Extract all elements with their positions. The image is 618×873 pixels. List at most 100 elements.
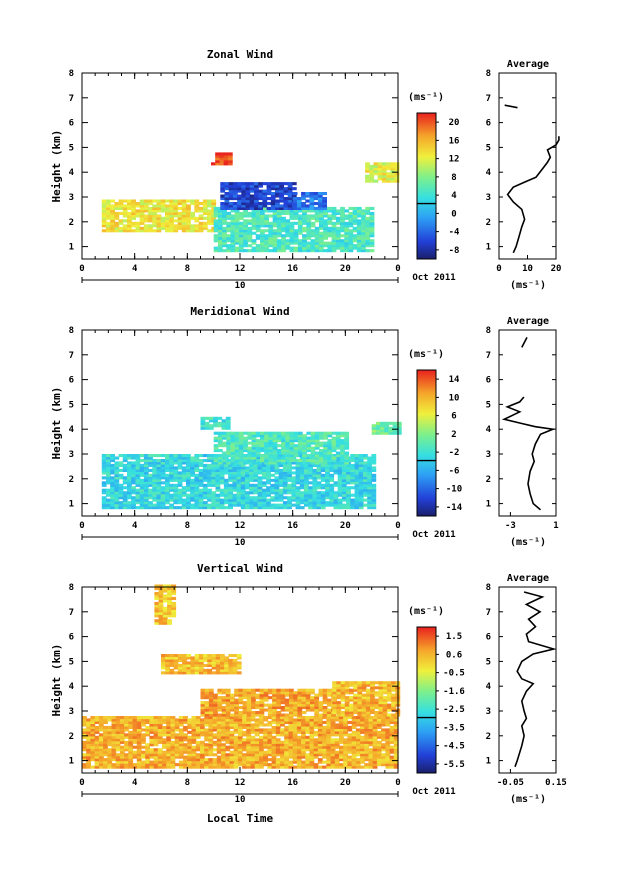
heatmap-cell xyxy=(246,733,252,737)
heatmap-cell xyxy=(240,488,246,492)
heatmap-cell xyxy=(132,718,138,722)
heatmap-cell xyxy=(224,199,230,203)
heatmap-cell xyxy=(319,249,324,253)
heatmap-cell xyxy=(344,249,350,253)
heatmap-cell xyxy=(355,738,361,742)
heatmap-cell xyxy=(371,496,377,500)
heatmap-cell xyxy=(131,463,136,467)
heatmap-cell xyxy=(186,488,191,492)
heatmap-cell xyxy=(247,451,253,455)
heatmap-cell xyxy=(190,493,195,497)
heatmap-cell xyxy=(255,454,261,458)
colorbar-tick-label: -14 xyxy=(446,503,463,513)
heatmap-cell xyxy=(312,486,318,490)
heatmap-cell xyxy=(225,748,231,752)
heatmap-cell xyxy=(344,436,350,440)
heatmap-cell xyxy=(262,204,268,208)
heatmap-cell xyxy=(118,493,124,497)
heatmap-cell xyxy=(228,466,233,470)
heatmap-cell xyxy=(319,456,324,460)
heatmap-cell xyxy=(302,221,307,225)
heatmap-cell xyxy=(221,753,226,757)
heatmap-cell xyxy=(285,234,291,238)
heatmap-cell xyxy=(86,748,91,752)
heatmap-cell xyxy=(297,439,303,443)
heatmap-cell xyxy=(242,738,247,742)
heatmap-cell xyxy=(381,169,387,173)
heatmap-cell xyxy=(301,733,306,737)
heatmap-cell xyxy=(284,735,289,739)
heatmap-cell xyxy=(225,691,231,695)
heatmap-cell xyxy=(165,486,170,490)
average-frame xyxy=(498,329,557,517)
heatmap-cell xyxy=(187,740,193,744)
heatmap-cell xyxy=(259,743,264,747)
heatmap-cell xyxy=(202,471,208,475)
heatmap-cell xyxy=(136,760,142,764)
heatmap-cell xyxy=(119,716,125,720)
heatmap-cell xyxy=(292,758,298,762)
heatmap-cell xyxy=(178,760,184,764)
heatmap-cell xyxy=(288,748,294,752)
heatmap-cell xyxy=(258,184,263,188)
heatmap-cell xyxy=(119,745,125,749)
heatmap-cell xyxy=(340,244,345,248)
heatmap-cell xyxy=(305,688,311,692)
heatmap-cell xyxy=(351,748,357,752)
heatmap-cell xyxy=(287,187,293,191)
heatmap-cell xyxy=(165,496,170,500)
heatmap-cell xyxy=(340,446,345,450)
heatmap-cell xyxy=(233,716,239,720)
heatmap-cell xyxy=(242,711,248,715)
heatmap-cell xyxy=(270,202,276,206)
heatmap-cell xyxy=(385,753,391,757)
heatmap-cell xyxy=(204,745,209,749)
heatmap-cell xyxy=(251,444,257,448)
heatmap-cell xyxy=(246,711,252,715)
heatmap-cell xyxy=(335,431,341,435)
heatmap-cell xyxy=(186,493,191,497)
heatmap-cell xyxy=(276,224,282,228)
heatmap-cell xyxy=(282,468,288,472)
heatmap-cell xyxy=(381,753,386,757)
heatmap-cell xyxy=(389,750,395,754)
heatmap-cell xyxy=(285,209,291,213)
heatmap-cell xyxy=(368,748,374,752)
heatmap-cell xyxy=(323,444,328,448)
heatmap-cell xyxy=(230,456,236,460)
heatmap-cell xyxy=(284,718,289,722)
heatmap-cell xyxy=(234,214,240,218)
heatmap-cell xyxy=(174,723,180,727)
heatmap-cell xyxy=(304,491,309,495)
heatmap-cell xyxy=(118,503,124,507)
heatmap-cell xyxy=(226,441,232,445)
heatmap-cell xyxy=(336,701,342,705)
heatmap-cell xyxy=(255,439,261,443)
heatmap-cell xyxy=(215,473,221,477)
heatmap-cell xyxy=(253,459,259,463)
heatmap-cell xyxy=(285,456,291,460)
heatmap-cell xyxy=(141,738,146,742)
heatmap-cell xyxy=(355,758,361,762)
heatmap-cell xyxy=(289,711,294,715)
heatmap-cell xyxy=(352,234,358,238)
heatmap-cell xyxy=(251,211,257,215)
heatmap-cell xyxy=(191,733,197,737)
heatmap-cell xyxy=(333,501,339,505)
heatmap-cell xyxy=(234,698,239,702)
heatmap-cell xyxy=(174,733,180,737)
heatmap-cell xyxy=(198,216,204,220)
heatmap-cell xyxy=(225,725,231,729)
heatmap-cell xyxy=(335,211,341,215)
heatmap-cell xyxy=(238,234,244,238)
heatmap-cell xyxy=(322,750,327,754)
heatmap-cell xyxy=(208,730,214,734)
heatmap-cell xyxy=(310,431,316,435)
heatmap-cell xyxy=(371,503,377,507)
heatmap-cell xyxy=(291,498,297,502)
heatmap-cell xyxy=(200,763,205,767)
heatmap-cell xyxy=(275,718,281,722)
heatmap-cell xyxy=(94,718,100,722)
heatmap-cell xyxy=(139,229,145,233)
heatmap-cell xyxy=(143,478,149,482)
